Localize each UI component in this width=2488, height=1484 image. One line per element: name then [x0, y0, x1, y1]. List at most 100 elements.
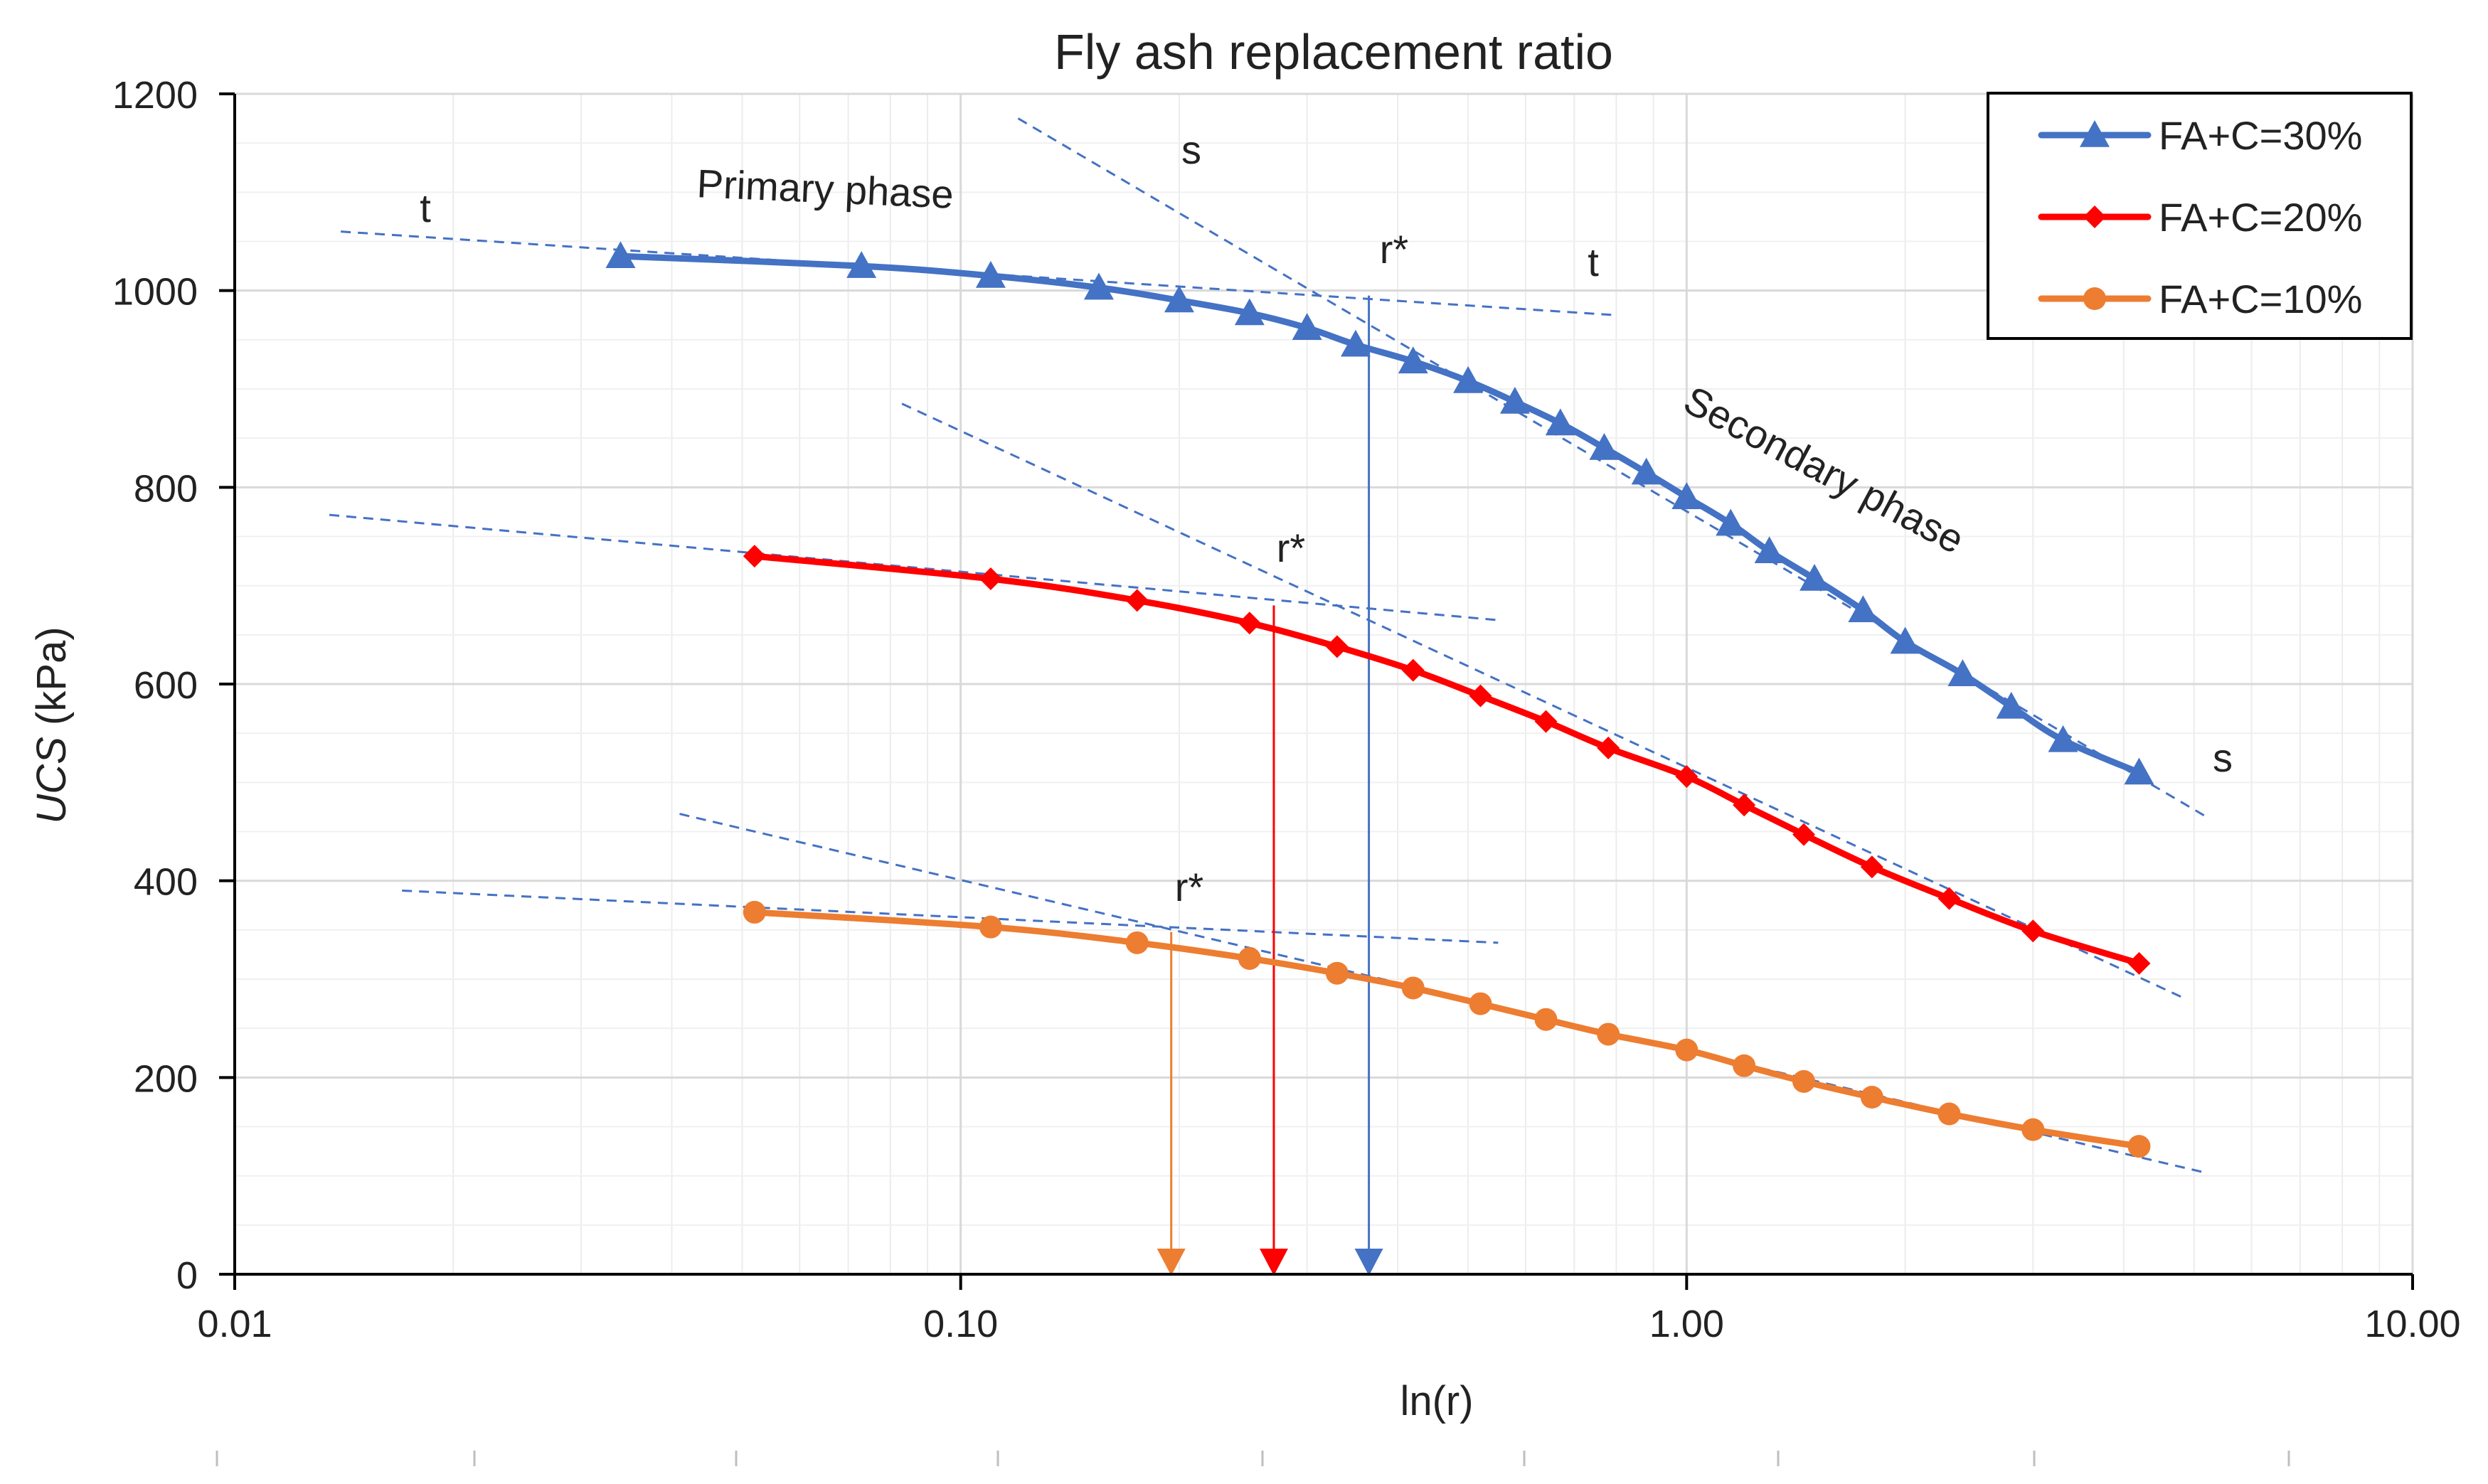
data-point: [1453, 365, 1484, 393]
data-point: [1401, 658, 1425, 682]
y-axis-label: UCS (kPa): [28, 626, 75, 823]
data-point: [1589, 433, 1620, 460]
x-tick-label: 0.01: [197, 1303, 272, 1345]
annotation-t-1: t: [420, 186, 431, 230]
legend-label: FA+C=30%: [2159, 113, 2362, 158]
data-point: [1675, 765, 1698, 789]
data-point: [1469, 684, 1492, 708]
y-axis-label-italic: UCS: [28, 737, 75, 824]
y-axis-label-unit: (kPa): [28, 626, 75, 737]
data-point: [1860, 1086, 1883, 1109]
data-point: [1792, 1069, 1816, 1093]
annotation-r-star-10: r*: [1175, 865, 1203, 909]
chart-title: Fly ash replacement ratio: [1054, 24, 1613, 80]
data-point: [1860, 855, 1883, 879]
data-point: [1733, 1054, 1756, 1077]
data-point: [743, 900, 766, 924]
series-1: [605, 241, 2154, 785]
data-point: [979, 567, 1002, 590]
annotation-r-star-30: r*: [1380, 227, 1408, 272]
data-point: [1234, 298, 1265, 326]
data-point: [2048, 725, 2078, 752]
data-point: [1125, 931, 1149, 954]
data-point: [979, 915, 1002, 939]
y-tick-label: 0: [176, 1254, 198, 1297]
annotation-primary-phase: Primary phase: [696, 161, 954, 217]
y-tick-label: 1000: [112, 271, 198, 314]
annotation-s-1: s: [1181, 127, 1201, 172]
data-point: [1937, 887, 1961, 910]
legend: FA+C=30% FA+C=20% FA+C=10%: [1987, 92, 2413, 340]
y-tick-label: 1200: [112, 74, 198, 117]
data-point: [1238, 612, 1261, 635]
data-point: [1597, 1023, 1620, 1046]
annotation-t-2: t: [1588, 240, 1599, 284]
series-3: [743, 900, 2151, 1158]
legend-marker: [2080, 120, 2110, 147]
data-point: [1499, 386, 1530, 414]
data-point: [743, 545, 766, 568]
data-point: [1398, 346, 1428, 374]
data-point: [1164, 285, 1194, 313]
data-point: [1754, 536, 1785, 564]
data-point: [1534, 1008, 1558, 1031]
y-tick-label: 400: [134, 861, 198, 904]
legend-label: FA+C=10%: [2159, 277, 2362, 321]
data-point: [1890, 626, 1920, 654]
r-star-30-arrowhead: [1354, 1249, 1383, 1276]
data-point: [1340, 329, 1371, 357]
data-point: [2127, 951, 2151, 975]
data-point: [1631, 457, 1662, 485]
data-point: [1996, 691, 2026, 719]
x-axis-label: ln(r): [1400, 1378, 1473, 1424]
legend-marker: [2083, 287, 2106, 310]
y-tick-label: 800: [134, 467, 198, 510]
data-point: [1799, 563, 1830, 591]
data-point: [1937, 1102, 1961, 1126]
data-series: [605, 241, 2154, 1158]
x-tick-label: 10.00: [2364, 1303, 2460, 1345]
bottom-decoration-ticks: [216, 1451, 2290, 1466]
data-point: [2127, 1135, 2151, 1158]
data-point: [1325, 961, 1349, 985]
tick-labels: 0 200 400 600 800 1000 1200 0.01 0.10 1.00 10.00: [112, 74, 2461, 1345]
data-point: [2021, 919, 2045, 943]
legend-items: FA+C=30% FA+C=20% FA+C=10%: [2038, 113, 2362, 321]
axes: [219, 92, 2414, 1290]
tangent-line-t-10: [402, 890, 1499, 944]
legend-label: FA+C=20%: [2159, 195, 2362, 240]
x-tick-label: 1.00: [1649, 1303, 1724, 1345]
data-point: [1534, 710, 1558, 733]
y-tick-label: 200: [134, 1057, 198, 1100]
r-star-10-arrowhead: [1157, 1249, 1186, 1276]
data-point: [1325, 635, 1349, 658]
data-point: [1401, 976, 1425, 1000]
data-point: [1125, 589, 1149, 612]
data-point: [1792, 823, 1816, 846]
data-point: [975, 260, 1006, 288]
annotation-s-2: s: [2213, 735, 2233, 780]
data-point: [1292, 313, 1322, 341]
data-point: [1671, 482, 1702, 509]
data-point: [1733, 794, 1756, 817]
r-star-20-arrowhead: [1259, 1249, 1288, 1276]
data-point: [1238, 946, 1261, 970]
r-star-markers: [1157, 295, 1383, 1276]
annotation-r-star-20: r*: [1277, 525, 1305, 570]
data-point: [1597, 736, 1620, 759]
data-point: [2021, 1118, 2045, 1141]
data-point: [1848, 595, 1878, 623]
x-tick-label: 0.10: [923, 1303, 998, 1345]
legend-marker: [2083, 205, 2106, 228]
data-point: [1545, 408, 1575, 436]
data-point: [846, 251, 877, 278]
data-point: [1675, 1038, 1698, 1062]
data-point: [1469, 992, 1492, 1015]
y-tick-label: 600: [134, 664, 198, 707]
data-point: [1083, 272, 1114, 300]
tangent-line-t-20: [329, 513, 1499, 621]
series-2: [743, 545, 2151, 975]
data-point: [1947, 659, 1978, 686]
